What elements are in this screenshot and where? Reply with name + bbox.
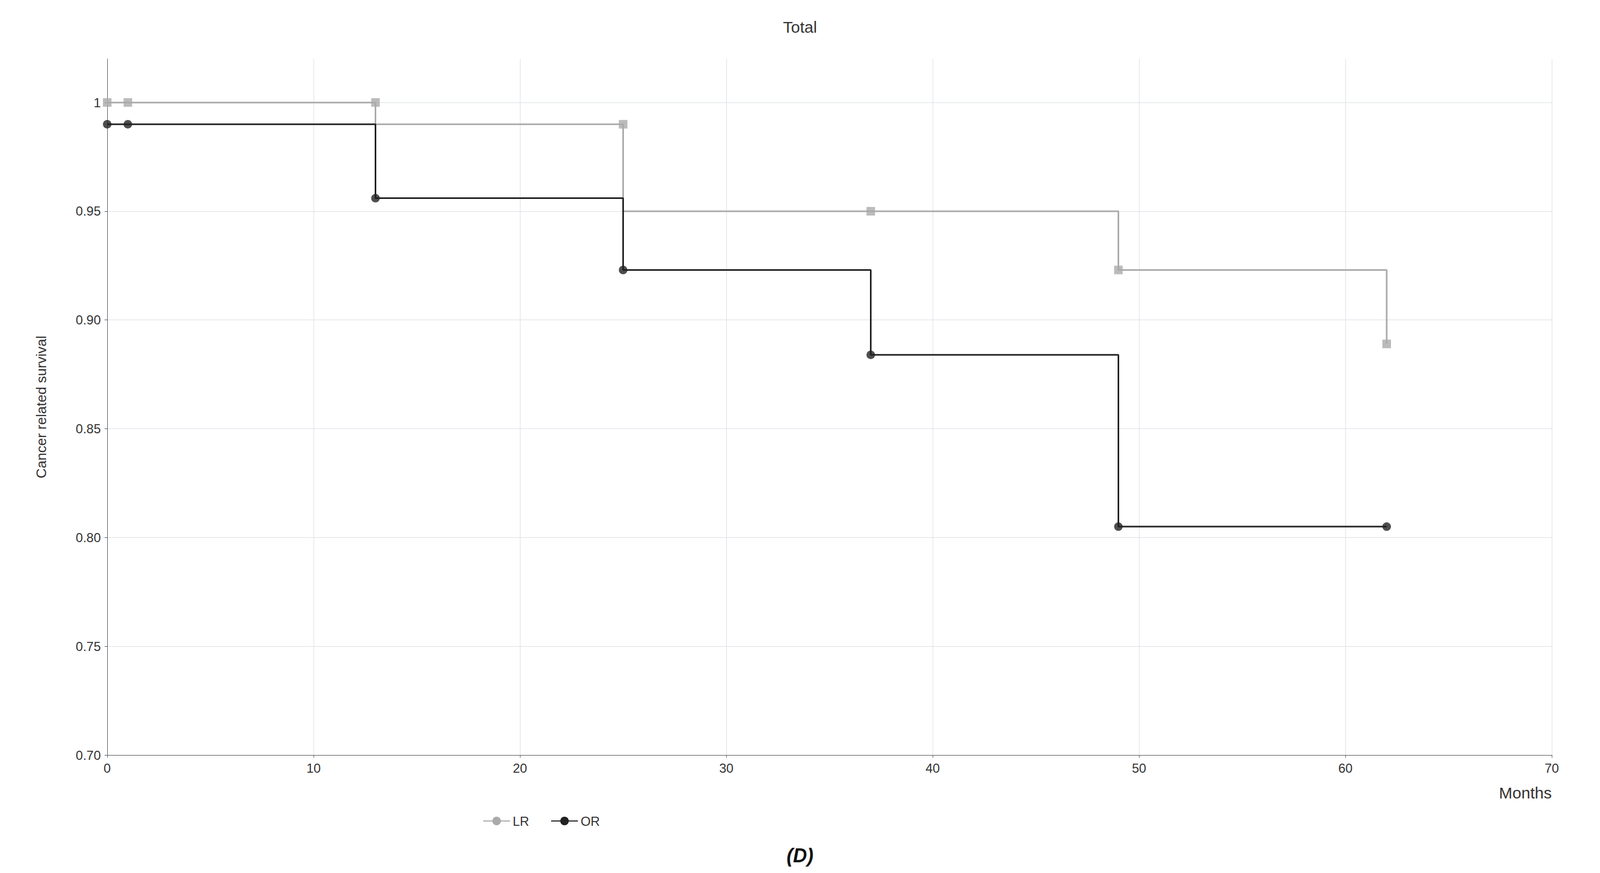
svg-text:20: 20 [512,760,528,776]
svg-text:(D): (D) [786,844,814,867]
svg-text:10: 10 [306,760,322,776]
svg-text:1: 1 [93,95,101,110]
svg-text:40: 40 [925,760,941,776]
svg-text:30: 30 [719,760,734,776]
svg-text:0.90: 0.90 [75,312,101,327]
svg-text:Total: Total [783,18,817,36]
svg-text:50: 50 [1132,760,1147,776]
svg-text:0.75: 0.75 [75,638,101,654]
svg-text:Months: Months [1499,783,1552,802]
svg-text:LR: LR [512,813,530,829]
svg-text:60: 60 [1338,760,1353,776]
svg-text:0.95: 0.95 [75,203,101,219]
svg-text:0.85: 0.85 [75,421,101,436]
svg-text:OR: OR [580,813,600,829]
svg-text:0.70: 0.70 [75,747,101,763]
svg-text:70: 70 [1544,760,1560,776]
svg-text:0: 0 [103,760,111,776]
svg-text:Cancer related survival: Cancer related survival [33,335,50,479]
svg-text:0.80: 0.80 [75,530,101,545]
